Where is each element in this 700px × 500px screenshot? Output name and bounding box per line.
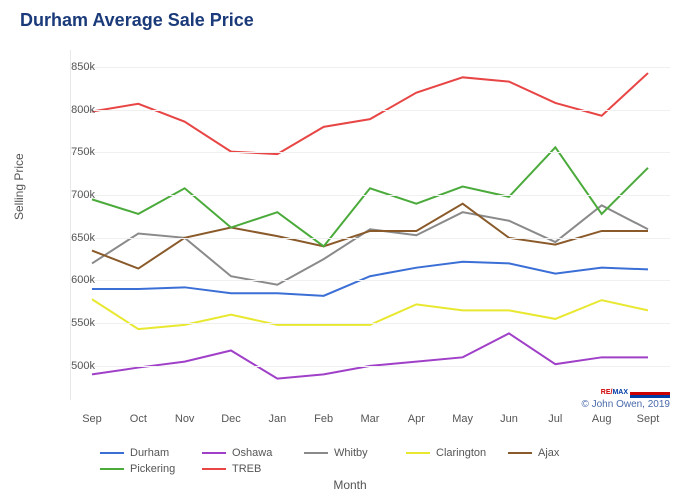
legend-item-whitby[interactable]: Whitby bbox=[304, 447, 386, 459]
gridline bbox=[70, 110, 670, 111]
y-tick-label: 550k bbox=[55, 317, 95, 329]
x-tick-label: May bbox=[452, 413, 473, 425]
copyright-text: © John Owen, 2019 bbox=[581, 399, 670, 410]
legend: Durham Oshawa Whitby Clarington Ajax Pickerin… bbox=[100, 447, 620, 475]
y-tick-label: 800k bbox=[55, 104, 95, 116]
x-axis-label: Month bbox=[333, 478, 366, 492]
x-tick-label: Nov bbox=[175, 413, 195, 425]
gridline bbox=[70, 366, 670, 367]
y-tick-label: 750k bbox=[55, 146, 95, 158]
x-tick-label: Oct bbox=[130, 413, 147, 425]
gridline bbox=[70, 280, 670, 281]
legend-label: Ajax bbox=[538, 447, 559, 459]
legend-item-pickering[interactable]: Pickering bbox=[100, 463, 182, 475]
legend-item-clarington[interactable]: Clarington bbox=[406, 447, 488, 459]
brand-bar-icon bbox=[630, 392, 670, 398]
chart-lines bbox=[70, 50, 670, 400]
legend-label: TREB bbox=[232, 463, 261, 475]
gridline bbox=[70, 238, 670, 239]
legend-label: Durham bbox=[130, 447, 169, 459]
legend-label: Oshawa bbox=[232, 447, 272, 459]
x-tick-label: Mar bbox=[361, 413, 380, 425]
y-tick-label: 850k bbox=[55, 61, 95, 73]
y-tick-label: 700k bbox=[55, 189, 95, 201]
y-tick-label: 500k bbox=[55, 360, 95, 372]
series-line-clarington[interactable] bbox=[92, 299, 648, 329]
legend-swatch-icon bbox=[304, 452, 328, 454]
y-tick-label: 650k bbox=[55, 232, 95, 244]
x-tick-label: Jan bbox=[268, 413, 286, 425]
x-tick-label: Jun bbox=[500, 413, 518, 425]
brand-max: MAX bbox=[612, 389, 628, 396]
gridline bbox=[70, 67, 670, 68]
legend-label: Clarington bbox=[436, 447, 486, 459]
brand-re: RE/ bbox=[601, 389, 613, 396]
legend-item-oshawa[interactable]: Oshawa bbox=[202, 447, 284, 459]
y-tick-label: 600k bbox=[55, 274, 95, 286]
series-line-oshawa[interactable] bbox=[92, 333, 648, 378]
series-line-durham[interactable] bbox=[92, 262, 648, 296]
x-tick-label: Feb bbox=[314, 413, 333, 425]
brand-logo: RE/MAX bbox=[601, 389, 628, 396]
legend-swatch-icon bbox=[100, 468, 124, 470]
legend-swatch-icon bbox=[406, 452, 430, 454]
x-tick-label: Aug bbox=[592, 413, 612, 425]
gridline bbox=[70, 195, 670, 196]
legend-swatch-icon bbox=[508, 452, 532, 454]
legend-item-ajax[interactable]: Ajax bbox=[508, 447, 590, 459]
x-tick-label: Apr bbox=[408, 413, 425, 425]
legend-item-treb[interactable]: TREB bbox=[202, 463, 284, 475]
legend-label: Pickering bbox=[130, 463, 175, 475]
legend-item-durham[interactable]: Durham bbox=[100, 447, 182, 459]
gridline bbox=[70, 323, 670, 324]
x-tick-label: Sept bbox=[637, 413, 660, 425]
legend-swatch-icon bbox=[202, 452, 226, 454]
chart-title: Durham Average Sale Price bbox=[20, 10, 254, 31]
y-axis-label: Selling Price bbox=[12, 153, 26, 220]
chart-container: Durham Average Sale Price Selling Price … bbox=[0, 0, 700, 500]
legend-swatch-icon bbox=[202, 468, 226, 470]
x-tick-label: Sep bbox=[82, 413, 102, 425]
series-line-treb[interactable] bbox=[92, 73, 648, 154]
gridline bbox=[70, 152, 670, 153]
x-tick-label: Jul bbox=[548, 413, 562, 425]
legend-label: Whitby bbox=[334, 447, 368, 459]
x-tick-label: Dec bbox=[221, 413, 241, 425]
legend-swatch-icon bbox=[100, 452, 124, 454]
